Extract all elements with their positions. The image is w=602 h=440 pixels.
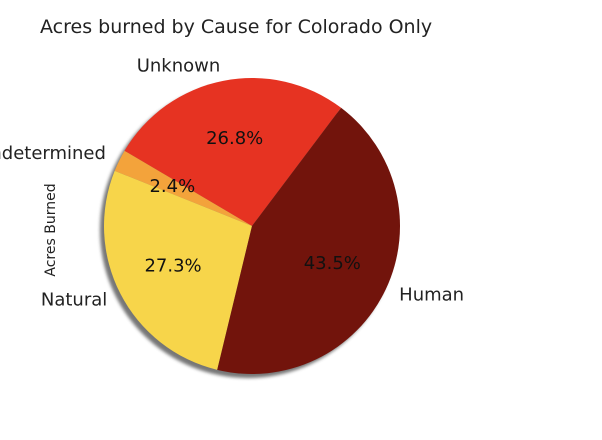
pie-slices [104, 78, 400, 374]
slice-percent-unknown: 26.8% [206, 128, 263, 149]
slice-label-human: Human [399, 285, 464, 306]
pie-labels: Unknown 26.8% Undetermined 2.4% Natural 27.3%… [0, 55, 464, 310]
y-axis-label: Acres Burned [43, 183, 59, 276]
pie-slice-natural [104, 170, 252, 370]
slice-percent-natural: 27.3% [144, 256, 201, 277]
pie-slice-unknown [124, 78, 342, 226]
slice-label-natural: Natural [41, 290, 107, 311]
pie-slice-human [217, 107, 400, 374]
pie-slice-undetermined [114, 150, 252, 226]
chart-title: Acres burned by Cause for Colorado Only [40, 16, 432, 38]
slice-percent-human: 43.5% [304, 253, 361, 274]
slice-percent-undetermined: 2.4% [149, 176, 195, 197]
slice-label-unknown: Unknown [137, 55, 221, 76]
slice-label-undetermined: Undetermined [0, 143, 106, 164]
